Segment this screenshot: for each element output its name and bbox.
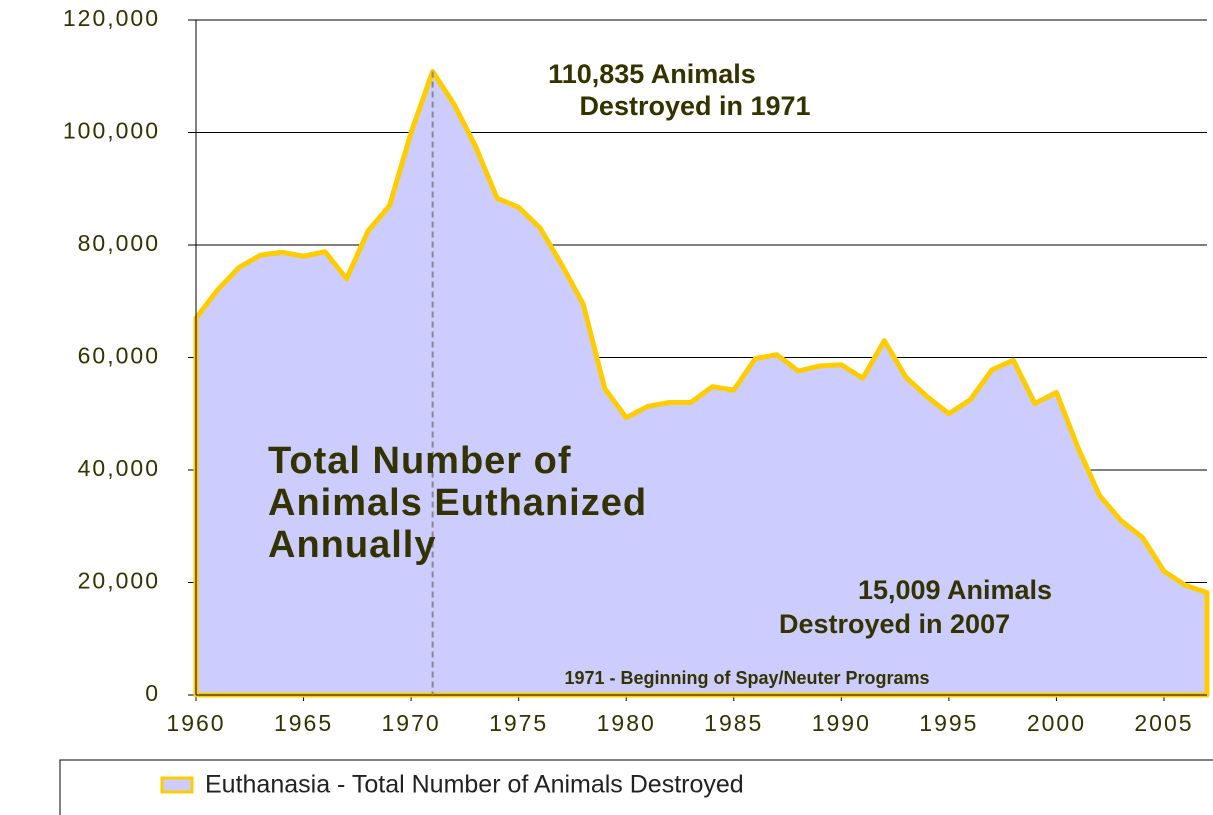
area-line (193, 69, 1210, 698)
end-note: Destroyed in 2007 (779, 609, 1010, 639)
center-title: Annually (268, 524, 436, 566)
x-tick-label: 1975 (489, 710, 548, 736)
marker-label: 1971 - Beginning of Spay/Neuter Programs (564, 668, 929, 688)
y-tick-label: 40,000 (78, 455, 160, 481)
y-tick-label: 80,000 (78, 230, 160, 256)
legend-label: Euthanasia - Total Number of Animals Des… (205, 771, 744, 799)
x-tick-label: 2005 (1134, 710, 1193, 736)
end-note: 15,009 Animals (858, 575, 1052, 605)
y-tick-label: 100,000 (63, 118, 160, 144)
x-tick-label: 1965 (274, 710, 333, 736)
x-tick-label: 1990 (812, 710, 871, 736)
x-tick-label: 1985 (704, 710, 763, 736)
y-tick-label: 60,000 (78, 343, 160, 369)
y-tick-label: 20,000 (78, 568, 160, 594)
x-tick-label: 1995 (919, 710, 978, 736)
x-tick-label: 2000 (1027, 710, 1086, 736)
center-title: Animals Euthanized (268, 482, 647, 524)
legend-swatch (160, 776, 194, 794)
x-tick-label: 1970 (382, 710, 441, 736)
area-fill (196, 71, 1207, 696)
y-tick-label: 0 (145, 680, 160, 706)
x-tick-label: 1980 (597, 710, 656, 736)
center-title: Total Number of (268, 440, 572, 482)
peak-note: Destroyed in 1971 (579, 91, 810, 121)
x-tick-label: 1960 (166, 710, 225, 736)
peak-note: 110,835 Animals (548, 59, 756, 89)
y-tick-label: 120,000 (63, 5, 160, 31)
legend-box (59, 759, 1213, 815)
